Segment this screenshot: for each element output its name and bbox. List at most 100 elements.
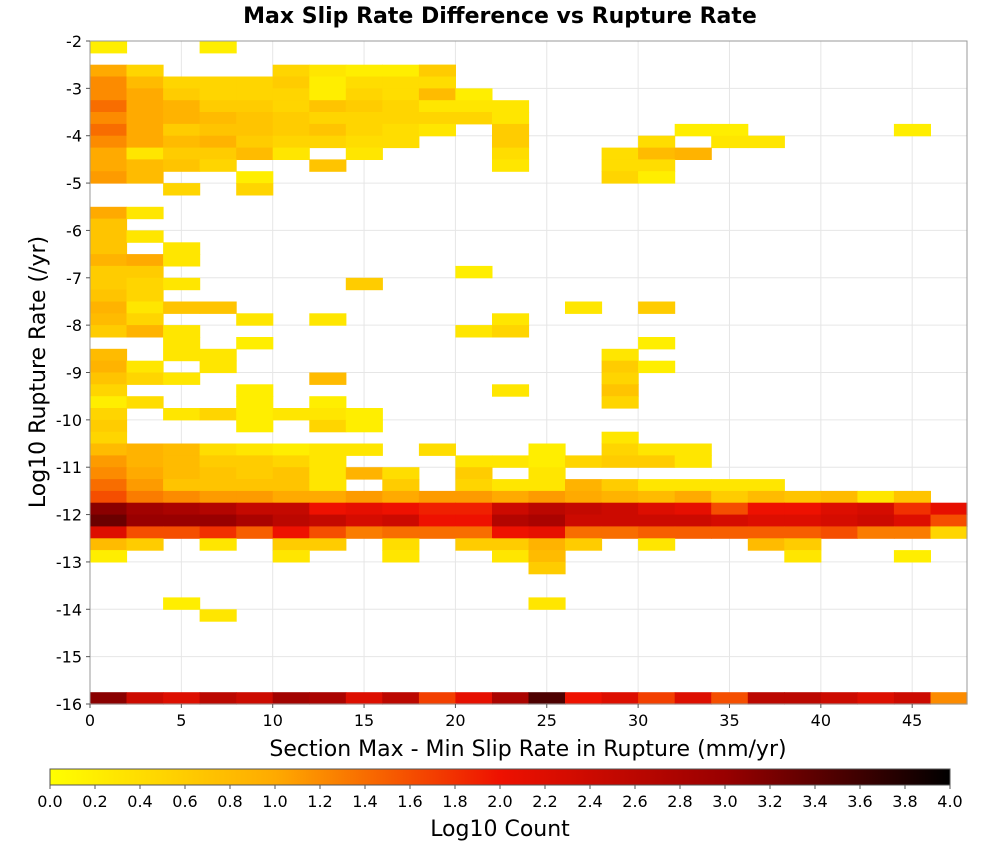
heatmap-cell (345, 443, 383, 456)
heatmap-cell (126, 289, 164, 302)
heatmap-cell (455, 692, 493, 705)
heatmap-cell (455, 502, 493, 516)
colorbar-tick-label: 2.2 (532, 792, 557, 811)
heatmap-cell (309, 408, 347, 421)
heatmap-cell (893, 550, 931, 563)
heatmap-cell (382, 467, 420, 480)
heatmap-cell (857, 692, 895, 705)
heatmap-cell (126, 123, 164, 137)
heatmap-cell (893, 502, 931, 516)
heatmap-cell (492, 384, 530, 397)
colorbar (49, 768, 951, 786)
heatmap-cell (601, 159, 639, 172)
heatmap-cell (382, 514, 420, 527)
heatmap-cell (711, 123, 749, 137)
heatmap-cell (236, 408, 274, 421)
heatmap-cell (90, 348, 128, 362)
heatmap-cell (455, 538, 493, 551)
heatmap-cell (199, 360, 237, 374)
heatmap-cell (345, 502, 383, 516)
heatmap-cell (382, 479, 420, 492)
heatmap-cell (893, 490, 931, 504)
y-tick-label: -9 (66, 364, 82, 383)
heatmap-cell (455, 514, 493, 527)
heatmap-cell (163, 408, 201, 421)
heatmap-cell (90, 384, 128, 397)
heatmap-cell (90, 550, 128, 563)
heatmap-cell (382, 550, 420, 563)
heatmap-cell (820, 502, 858, 516)
y-tick-label: -7 (66, 269, 82, 288)
colorbar-tick-label: 3.8 (892, 792, 917, 811)
heatmap-cell (345, 526, 383, 539)
heatmap-cell (528, 443, 566, 456)
heatmap-cell (601, 455, 639, 468)
heatmap-cell (492, 159, 530, 172)
heatmap-cell (90, 123, 128, 137)
colorbar-tick-label: 1.2 (307, 792, 332, 811)
heatmap-cell (784, 550, 822, 563)
heatmap-cell (674, 123, 712, 137)
heatmap-cell (820, 526, 858, 539)
heatmap-cell (126, 514, 164, 527)
heatmap-cell (492, 550, 530, 563)
heatmap-cell (126, 538, 164, 551)
chart-title: Max Slip Rate Difference vs Rupture Rate (243, 4, 757, 29)
heatmap-cell (309, 135, 347, 149)
heatmap-cell (418, 100, 456, 113)
heatmap-cell (199, 41, 237, 54)
colorbar-tick-label: 3.0 (712, 792, 737, 811)
x-axis-ticks: 0 5 10 15 20 25 30 35 40 45 (85, 704, 922, 730)
heatmap-cell (674, 692, 712, 705)
heatmap-cell (90, 502, 128, 516)
colorbar-tick-label: 2.8 (667, 792, 692, 811)
heatmap-cell (90, 455, 128, 468)
heatmap-cell (418, 76, 456, 89)
y-tick-label: -10 (56, 411, 82, 430)
heatmap-cell (126, 372, 164, 385)
heatmap-cell (784, 538, 822, 551)
y-tick-label: -3 (66, 79, 82, 98)
heatmap-cell (638, 171, 676, 184)
heatmap-cell (565, 538, 603, 551)
heatmap-cell (199, 76, 237, 89)
heatmap-cell (492, 325, 530, 338)
heatmap-cell (309, 490, 347, 504)
colorbar-tick-label: 3.2 (757, 792, 782, 811)
heatmap-cell (199, 467, 237, 480)
heatmap-cell (236, 100, 274, 113)
heatmap-cell (309, 88, 347, 101)
heatmap-cell (418, 112, 456, 125)
heatmap-cell (163, 526, 201, 539)
heatmap-cell (455, 455, 493, 468)
heatmap-cell (345, 76, 383, 89)
heatmap-cell (236, 135, 274, 149)
heatmap-cell (345, 408, 383, 421)
heatmap-cell (418, 490, 456, 504)
heatmap-cell (528, 467, 566, 480)
y-tick-label: -4 (66, 127, 82, 146)
heatmap-cell (674, 479, 712, 492)
y-tick-label: -14 (56, 600, 82, 619)
heatmap-cell (272, 550, 310, 563)
heatmap-cell (90, 490, 128, 504)
heatmap-cell (345, 64, 383, 78)
heatmap-cell (272, 64, 310, 78)
heatmap-cell (126, 526, 164, 539)
heatmap-cell (638, 479, 676, 492)
heatmap-cell (199, 479, 237, 492)
heatmap-cell (492, 502, 530, 516)
heatmap-cell (272, 443, 310, 456)
heatmap-cell (90, 526, 128, 539)
heatmap-cell (747, 538, 785, 551)
heatmap-cell (309, 64, 347, 78)
heatmap-cell (163, 348, 201, 362)
heatmap-cell (309, 123, 347, 137)
heatmap-cell (126, 88, 164, 101)
y-tick-label: -5 (66, 174, 82, 193)
heatmap-cell (747, 692, 785, 705)
heatmap-cell (163, 277, 201, 291)
heatmap-cell (272, 455, 310, 468)
heatmap-cell (711, 135, 749, 149)
heatmap-cell (674, 147, 712, 160)
